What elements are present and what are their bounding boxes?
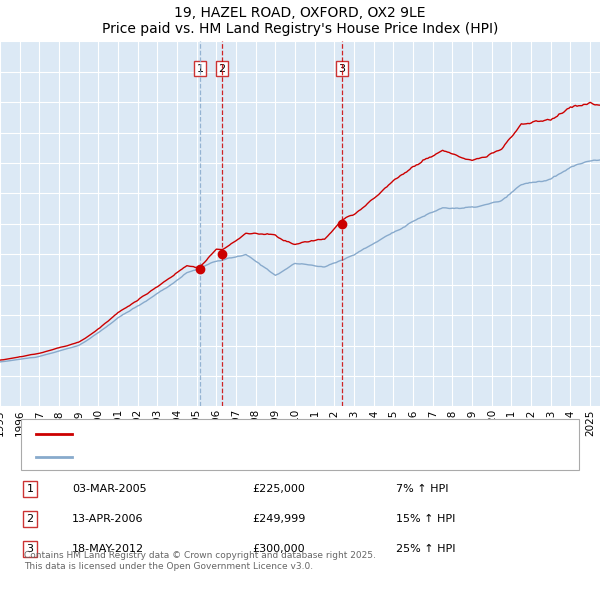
Text: 1: 1 [197,64,203,74]
Text: 03-MAR-2005: 03-MAR-2005 [72,484,146,494]
Text: HPI: Average price, semi-detached house, Vale of White Horse: HPI: Average price, semi-detached house,… [84,452,431,462]
Text: £300,000: £300,000 [252,544,305,554]
Text: £225,000: £225,000 [252,484,305,494]
Text: 1: 1 [26,484,34,494]
Text: 2: 2 [26,514,34,524]
Text: 18-MAY-2012: 18-MAY-2012 [72,544,144,554]
Text: 3: 3 [26,544,34,554]
Text: 19, HAZEL ROAD, OXFORD, OX2 9LE (semi-detached house): 19, HAZEL ROAD, OXFORD, OX2 9LE (semi-de… [84,428,418,438]
Title: 19, HAZEL ROAD, OXFORD, OX2 9LE
Price paid vs. HM Land Registry's House Price In: 19, HAZEL ROAD, OXFORD, OX2 9LE Price pa… [102,6,498,36]
FancyBboxPatch shape [21,419,579,470]
Text: 2: 2 [218,64,226,74]
Text: £249,999: £249,999 [252,514,305,524]
Text: 13-APR-2006: 13-APR-2006 [72,514,143,524]
Text: 25% ↑ HPI: 25% ↑ HPI [396,544,455,554]
Text: 3: 3 [338,64,346,74]
Text: 15% ↑ HPI: 15% ↑ HPI [396,514,455,524]
Text: 7% ↑ HPI: 7% ↑ HPI [396,484,449,494]
Text: Contains HM Land Registry data © Crown copyright and database right 2025.
This d: Contains HM Land Registry data © Crown c… [24,551,376,571]
